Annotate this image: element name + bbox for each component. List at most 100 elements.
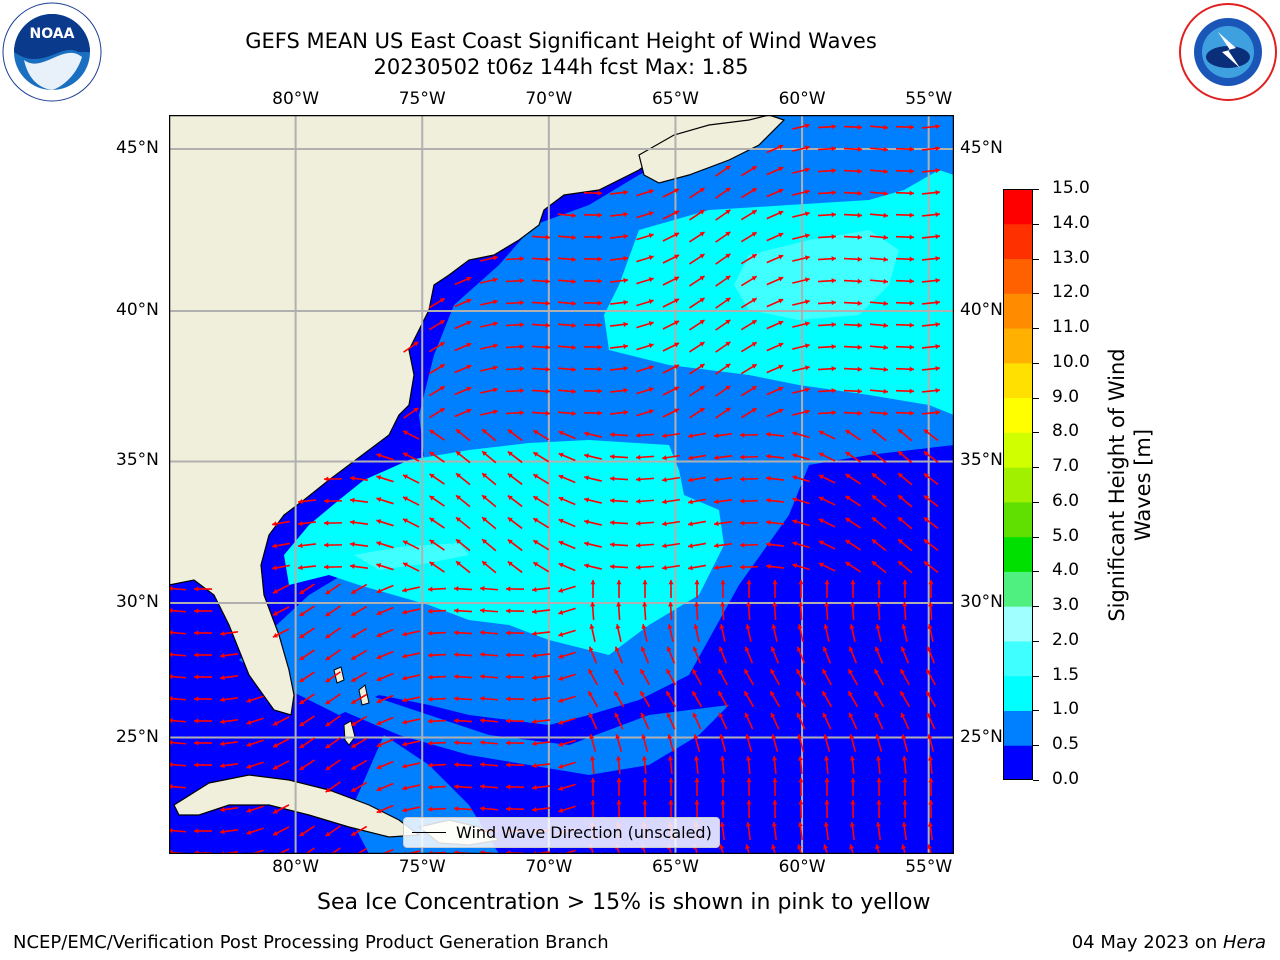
wind-arrow-head <box>935 277 940 284</box>
wind-arrow-head <box>714 433 719 439</box>
wind-arrow-head <box>299 765 305 770</box>
wind-arrow-head <box>857 410 862 416</box>
wind-arrow-head <box>688 455 693 461</box>
wind-arrow-head <box>429 561 435 567</box>
wind-arrow-head <box>299 655 305 660</box>
wind-arrow-head <box>792 431 798 437</box>
wind-arrow-head <box>519 256 524 262</box>
wind-arrow-head <box>584 563 589 569</box>
wind-arrow-head <box>402 474 408 480</box>
wind-arrow-head <box>480 630 485 636</box>
wind-arrow-head <box>898 517 904 522</box>
wind-arrow-head <box>299 721 305 726</box>
wind-arrow-head <box>480 696 485 702</box>
wind-arrow-head <box>831 168 836 174</box>
wind-arrow-head <box>558 496 564 502</box>
wind-arrow-head <box>692 646 698 652</box>
wind-arrow-head <box>883 190 888 196</box>
footer-right: 04 May 2023 on Hera <box>1072 932 1266 953</box>
wind-arrow-head <box>246 720 252 725</box>
wind-arrow-head <box>898 429 904 434</box>
wind-arrow-head <box>642 778 648 783</box>
colorbar-segment <box>1003 397 1033 433</box>
wind-arrow-head <box>640 712 646 718</box>
wind-arrow-head <box>648 211 654 217</box>
colorbar-segment <box>1003 745 1033 781</box>
wind-arrow-head <box>194 762 199 768</box>
wind-arrow-head <box>506 718 511 724</box>
wind-arrow-head <box>751 276 757 281</box>
wind-arrow-head <box>831 322 836 328</box>
wind-arrow-head <box>482 495 488 500</box>
wind-arrow-head <box>902 800 908 805</box>
wind-arrow-head <box>636 454 641 460</box>
wind-arrow-head <box>668 778 674 783</box>
wind-arrow-head <box>849 844 855 850</box>
colorbar-tick-label: 5.0 <box>1052 525 1080 546</box>
wind-arrow-head <box>857 124 862 130</box>
wind-arrow-head <box>273 632 279 638</box>
wind-arrow-head <box>850 778 856 783</box>
wind-arrow-head <box>693 624 699 629</box>
lat-label-left: 30°N <box>116 591 159 612</box>
wind-arrow-head <box>273 720 279 726</box>
lon-label-bottom: 60°W <box>778 857 826 877</box>
colorbar-segment <box>1003 432 1033 468</box>
wind-arrow-head <box>480 762 485 768</box>
wind-arrow-head <box>614 691 619 697</box>
wind-arrow-head <box>648 277 654 283</box>
wind-arrow-head <box>909 300 914 306</box>
wind-arrow-head <box>402 452 408 458</box>
wind-arrow-head <box>874 669 879 675</box>
wind-arrow-head <box>615 624 621 629</box>
wind-arrow-head <box>666 646 672 652</box>
wind-arrow-head <box>325 677 331 683</box>
wind-arrow-head <box>640 691 645 697</box>
wind-arrow-head <box>466 320 472 326</box>
wind-arrow-head <box>923 429 929 435</box>
wind-arrow-head <box>648 189 654 195</box>
wind-arrow-head <box>770 691 775 697</box>
wind-arrow-head <box>532 631 537 637</box>
wind-arrow-head <box>792 497 798 503</box>
wind-arrow-head <box>662 565 667 571</box>
wind-arrow-head <box>571 410 576 416</box>
wind-arrow-head <box>725 407 731 413</box>
wind-arrow-head <box>480 608 485 614</box>
wind-arrow-head <box>714 543 719 549</box>
wind-arrow-head <box>876 580 882 585</box>
wind-arrow-head <box>849 624 855 629</box>
wind-arrow-head <box>824 778 830 783</box>
wind-arrow-head <box>845 452 851 457</box>
wind-arrow-head <box>519 322 524 328</box>
wind-arrow-head <box>636 498 641 504</box>
wind-arrow-head <box>325 699 331 705</box>
wind-arrow-head <box>674 342 680 348</box>
wind-arrow-head <box>751 188 757 193</box>
wind-arrow-head <box>545 366 550 372</box>
colorbar-tick-mark <box>1033 397 1039 399</box>
wind-arrow-head <box>402 763 407 769</box>
lat-label-right: 40°N <box>960 299 1003 320</box>
wind-arrow-head <box>688 543 693 549</box>
wind-arrow-head <box>902 580 908 585</box>
lon-label-top: 55°W <box>905 89 953 109</box>
wind-arrow-head <box>482 539 488 544</box>
wind-arrow-head <box>804 255 810 261</box>
wind-arrow-head <box>848 712 854 718</box>
wind-arrow-head <box>831 146 836 152</box>
colorbar-segment <box>1003 189 1033 225</box>
wind-arrow-head <box>533 474 539 479</box>
wind-arrow-head <box>901 822 907 827</box>
wind-arrow-head <box>507 539 513 545</box>
wind-arrow-head <box>636 432 641 438</box>
wind-arrow-head <box>351 831 357 836</box>
wind-arrow-head <box>666 691 671 697</box>
wind-arrow-head <box>720 580 726 585</box>
wind-arrow-head <box>818 562 824 568</box>
wind-arrow-head <box>558 587 564 593</box>
wind-arrow-head <box>745 624 751 629</box>
wind-arrow-head <box>928 580 934 585</box>
map-legend: Wind Wave Direction (unscaled) <box>403 817 720 848</box>
wind-arrow-head <box>823 624 829 629</box>
